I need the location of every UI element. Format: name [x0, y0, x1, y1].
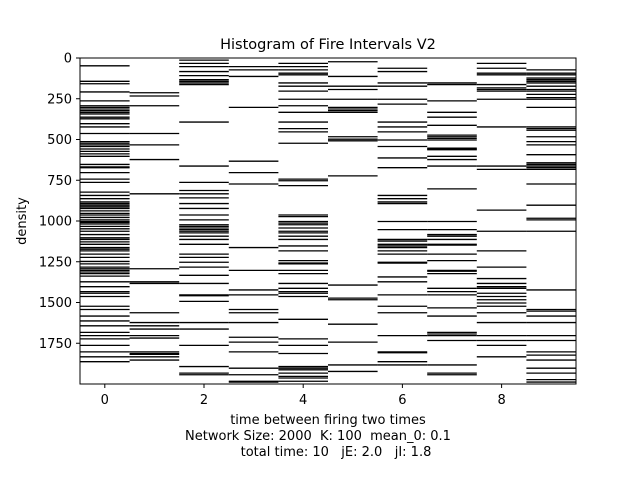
histogram-column-4 — [278, 62, 328, 382]
x-tick-label-0: 0 — [101, 393, 109, 408]
x-axis: 0 2 4 6 8 — [101, 384, 506, 408]
histogram-column-0 — [80, 65, 130, 363]
y-tick-label-1500: 1500 — [39, 296, 72, 311]
caption-line-2: total time: 10 jE: 2.0 jI: 1.8 — [241, 445, 432, 460]
histogram-column-9 — [526, 69, 576, 383]
caption-line-1: Network Size: 2000 K: 100 mean_0: 0.1 — [185, 429, 451, 444]
histogram-column-7 — [427, 82, 477, 376]
histogram-column-8 — [476, 62, 527, 358]
histogram-column-3 — [228, 66, 279, 383]
chart-title: Histogram of Fire Intervals V2 — [220, 37, 436, 53]
x-tick-label-6: 6 — [398, 393, 406, 408]
y-axis-label: density — [15, 197, 30, 245]
y-tick-label-500: 500 — [47, 133, 72, 148]
x-tick-label-2: 2 — [200, 393, 208, 408]
x-axis-label: time between firing two times — [230, 413, 426, 428]
plot-frame — [79, 57, 577, 385]
histogram-column-2 — [179, 59, 229, 376]
y-tick-label-1000: 1000 — [39, 215, 72, 230]
y-tick-label-1250: 1250 — [39, 255, 72, 270]
y-axis: 0 250 500 750 1000 1250 1500 1750 — [39, 52, 80, 352]
plot-area — [80, 59, 576, 383]
histogram-column-5 — [328, 61, 378, 373]
y-tick-label-0: 0 — [64, 52, 72, 67]
y-tick-label-750: 750 — [47, 174, 72, 189]
y-tick-label-1750: 1750 — [39, 337, 72, 352]
histogram-column-1 — [129, 92, 180, 361]
histogram-column-6 — [377, 67, 428, 366]
x-tick-label-4: 4 — [299, 393, 307, 408]
x-tick-label-8: 8 — [497, 393, 505, 408]
y-tick-label-250: 250 — [47, 92, 72, 107]
